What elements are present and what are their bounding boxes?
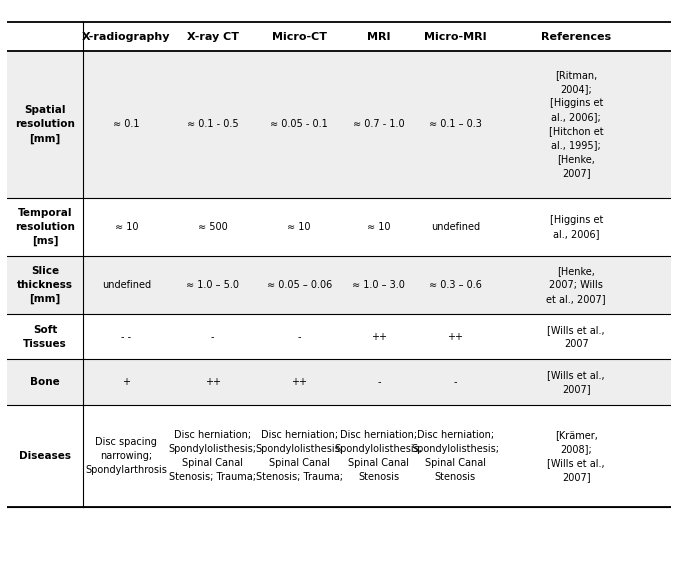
- Text: +: +: [123, 377, 130, 387]
- Text: ≈ 10: ≈ 10: [367, 222, 391, 232]
- Text: Slice
thickness
[mm]: Slice thickness [mm]: [17, 266, 73, 304]
- Text: Disc herniation;
Spondylolisthesis;
Spinal Canal
Stenosis; Trauma;: Disc herniation; Spondylolisthesis; Spin…: [255, 430, 343, 482]
- Text: -: -: [377, 377, 380, 387]
- Text: Disc spacing
narrowing;
Spondylarthrosis: Disc spacing narrowing; Spondylarthrosis: [85, 437, 167, 475]
- Text: Diseases: Diseases: [19, 451, 71, 461]
- Text: Spatial
resolution
[mm]: Spatial resolution [mm]: [15, 105, 75, 144]
- Text: Disc herniation;
Spondylolisthesis;
Spinal Canal
Stenosis: Disc herniation; Spondylolisthesis; Spin…: [335, 430, 423, 482]
- Text: [Krämer,
2008];
[Wills et al.,
2007]: [Krämer, 2008]; [Wills et al., 2007]: [547, 430, 605, 482]
- Text: ≈ 1.0 – 5.0: ≈ 1.0 – 5.0: [186, 280, 239, 290]
- Text: [Wills et al.,
2007: [Wills et al., 2007: [547, 325, 605, 349]
- Text: undefined: undefined: [431, 222, 480, 232]
- Text: ≈ 0.3 – 0.6: ≈ 0.3 – 0.6: [429, 280, 481, 290]
- Bar: [7, 51, 671, 198]
- Text: ++: ++: [291, 377, 307, 387]
- Text: Micro-MRI: Micro-MRI: [424, 32, 487, 42]
- Text: ≈ 0.1 - 0.5: ≈ 0.1 - 0.5: [187, 119, 239, 129]
- Text: ≈ 0.05 - 0.1: ≈ 0.05 - 0.1: [271, 119, 328, 129]
- Bar: [7, 198, 671, 256]
- Text: ≈ 0.05 – 0.06: ≈ 0.05 – 0.06: [266, 280, 332, 290]
- Text: ≈ 0.1 – 0.3: ≈ 0.1 – 0.3: [429, 119, 481, 129]
- Text: ≈ 0.1: ≈ 0.1: [113, 119, 140, 129]
- Text: [Higgins et
al., 2006]: [Higgins et al., 2006]: [549, 215, 603, 239]
- Bar: [7, 359, 671, 405]
- Text: Disc herniation;
Spondylolisthesis;
Spinal Canal
Stenosis; Trauma;: Disc herniation; Spondylolisthesis; Spin…: [169, 430, 257, 482]
- Text: -: -: [454, 377, 457, 387]
- Text: - -: - -: [121, 332, 132, 342]
- Text: References: References: [541, 32, 612, 42]
- Text: X-ray CT: X-ray CT: [186, 32, 239, 42]
- Text: ≈ 10: ≈ 10: [287, 222, 311, 232]
- Text: -: -: [298, 332, 301, 342]
- Text: Soft
Tissues: Soft Tissues: [23, 325, 67, 349]
- Text: -: -: [211, 332, 214, 342]
- Text: ++: ++: [371, 332, 387, 342]
- Text: Bone: Bone: [30, 377, 60, 387]
- Text: ≈ 500: ≈ 500: [198, 222, 228, 232]
- Bar: [7, 405, 671, 507]
- Text: ≈ 1.0 – 3.0: ≈ 1.0 – 3.0: [353, 280, 405, 290]
- Bar: [7, 256, 671, 314]
- Text: ++: ++: [205, 377, 221, 387]
- Text: Disc herniation;
Spondylolisthesis;
Spinal Canal
Stenosis: Disc herniation; Spondylolisthesis; Spin…: [412, 430, 499, 482]
- Text: [Wills et al.,
2007]: [Wills et al., 2007]: [547, 370, 605, 394]
- Text: X-radiography: X-radiography: [82, 32, 171, 42]
- Text: Micro-CT: Micro-CT: [272, 32, 327, 42]
- Bar: [7, 314, 671, 359]
- Text: ++: ++: [447, 332, 463, 342]
- Text: Temporal
resolution
[ms]: Temporal resolution [ms]: [15, 208, 75, 246]
- Text: ≈ 10: ≈ 10: [115, 222, 138, 232]
- Text: undefined: undefined: [102, 280, 151, 290]
- Text: [Henke,
2007; Wills
et al., 2007]: [Henke, 2007; Wills et al., 2007]: [546, 266, 606, 304]
- Text: [Ritman,
2004];
[Higgins et
al., 2006];
[Hitchon et
al., 1995];
[Henke,
2007]: [Ritman, 2004]; [Higgins et al., 2006]; …: [549, 71, 603, 179]
- Text: MRI: MRI: [367, 32, 391, 42]
- Text: ≈ 0.7 - 1.0: ≈ 0.7 - 1.0: [353, 119, 405, 129]
